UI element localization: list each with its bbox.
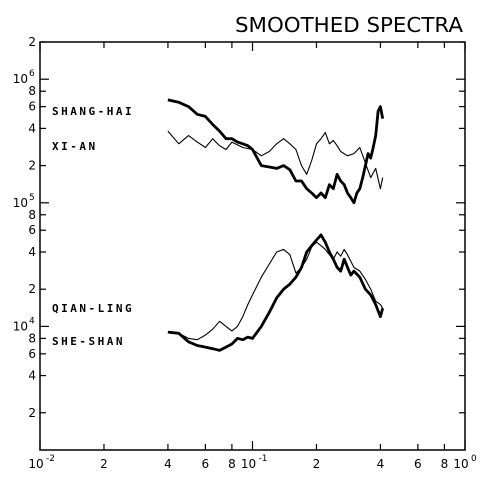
x-tick-exponent: 0 bbox=[471, 454, 477, 464]
y-tick-label: 2 bbox=[28, 406, 36, 420]
y-tick-label: 6 bbox=[28, 223, 36, 237]
y-tick-label: 4 bbox=[28, 369, 36, 383]
series-label: QIAN-LING bbox=[52, 302, 134, 315]
series-label: SHANG-HAI bbox=[52, 105, 134, 118]
y-tick-label: 10 bbox=[13, 319, 28, 333]
x-tick-label: 10 bbox=[28, 457, 43, 471]
y-tick-label: 2 bbox=[28, 282, 36, 296]
series-line-shang-hai bbox=[167, 98, 385, 205]
series-line-xi-an bbox=[167, 130, 384, 190]
series-line-qian-ling bbox=[167, 241, 384, 341]
x-tick-exponent: -1 bbox=[259, 454, 268, 464]
chart-title: SMOOTHED SPECTRA bbox=[235, 13, 463, 37]
series-lines bbox=[167, 98, 385, 352]
y-tick-exponent: 5 bbox=[29, 193, 35, 203]
y-tick-label: 6 bbox=[28, 347, 36, 361]
series-label: SHE-SHAN bbox=[52, 335, 125, 348]
y-tick-label: 2 bbox=[28, 159, 36, 173]
y-tick-label: 8 bbox=[28, 84, 36, 98]
y-tick-exponent: 6 bbox=[29, 69, 35, 79]
x-axis-ticks: 10 -2 2 4 6 8 10 -1 2 4 6 8 10 0 bbox=[28, 42, 477, 471]
x-tick-label: 6 bbox=[202, 457, 210, 471]
y-tick-label: 6 bbox=[28, 100, 36, 114]
x-tick-label: 8 bbox=[441, 457, 449, 471]
y-tick-label: 2 bbox=[28, 35, 36, 49]
y-tick-label: 10 bbox=[13, 72, 28, 86]
y-tick-label: 10 bbox=[13, 196, 28, 210]
plot-frame bbox=[39, 41, 466, 451]
x-tick-label: 2 bbox=[100, 457, 108, 471]
x-tick-label: 2 bbox=[313, 457, 321, 471]
y-tick-label: 8 bbox=[28, 208, 36, 222]
y-tick-label: 4 bbox=[28, 121, 36, 135]
x-tick-label: 10 bbox=[241, 457, 256, 471]
x-tick-exponent: -2 bbox=[46, 454, 55, 464]
y-tick-label: 4 bbox=[28, 245, 36, 259]
series-label: XI-AN bbox=[52, 140, 98, 153]
x-tick-label: 4 bbox=[377, 457, 385, 471]
series-labels: SHANG-HAI XI-AN QIAN-LING SHE-SHAN bbox=[52, 105, 134, 348]
x-tick-label: 8 bbox=[228, 457, 236, 471]
y-tick-label: 8 bbox=[28, 331, 36, 345]
y-tick-exponent: 4 bbox=[29, 316, 35, 326]
x-tick-label: 6 bbox=[414, 457, 422, 471]
x-tick-label: 10 bbox=[453, 457, 468, 471]
x-tick-label: 4 bbox=[164, 457, 172, 471]
series-line-she-shan bbox=[167, 233, 385, 352]
